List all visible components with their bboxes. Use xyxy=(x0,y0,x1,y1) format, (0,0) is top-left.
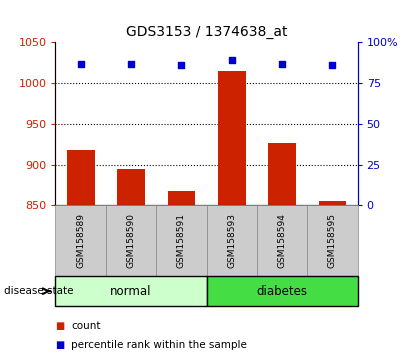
Text: percentile rank within the sample: percentile rank within the sample xyxy=(71,340,247,350)
Bar xyxy=(268,143,296,205)
Bar xyxy=(117,169,145,205)
Bar xyxy=(319,201,346,205)
Text: GSM158591: GSM158591 xyxy=(177,213,186,268)
Point xyxy=(178,62,185,68)
Point xyxy=(77,61,84,67)
Text: GSM158593: GSM158593 xyxy=(227,213,236,268)
Text: GSM158595: GSM158595 xyxy=(328,213,337,268)
Text: GSM158594: GSM158594 xyxy=(277,213,286,268)
Title: GDS3153 / 1374638_at: GDS3153 / 1374638_at xyxy=(126,25,287,39)
Bar xyxy=(218,71,245,205)
Text: GSM158590: GSM158590 xyxy=(127,213,136,268)
Text: diabetes: diabetes xyxy=(256,285,307,298)
Text: ■: ■ xyxy=(55,321,65,331)
Point xyxy=(128,61,134,67)
Bar xyxy=(168,191,195,205)
Bar xyxy=(67,150,95,205)
Text: ■: ■ xyxy=(55,340,65,350)
Text: GSM158589: GSM158589 xyxy=(76,213,85,268)
Text: normal: normal xyxy=(110,285,152,298)
Text: count: count xyxy=(71,321,101,331)
Point xyxy=(329,62,336,68)
Point xyxy=(229,58,235,63)
Point xyxy=(279,61,285,67)
Text: disease state: disease state xyxy=(4,286,74,296)
